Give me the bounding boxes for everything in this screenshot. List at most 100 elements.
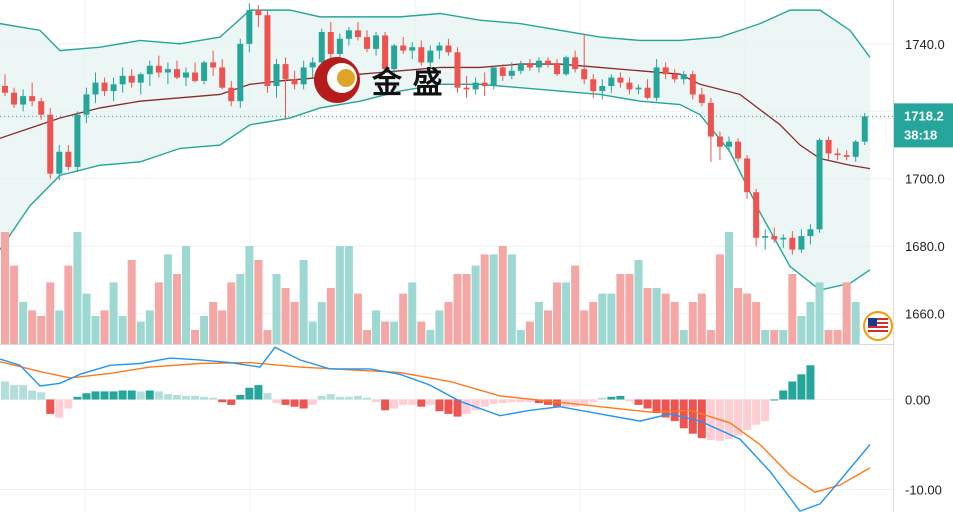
macd-histogram-bar (643, 399, 652, 409)
volume-bar (534, 302, 543, 344)
candle-body (282, 64, 289, 80)
macd-histogram-bar (344, 396, 353, 400)
flag-stripe-4 (868, 330, 888, 332)
volume-bar (82, 293, 91, 344)
macd-histogram-bar (299, 399, 308, 409)
macd-histogram-bar (46, 399, 55, 414)
macd-histogram-bar (55, 399, 64, 418)
candle-body (780, 237, 787, 240)
volume-bar (833, 330, 842, 344)
macd-histogram-bar (607, 396, 616, 400)
macd-tick-label: 0.00 (905, 393, 930, 408)
candle-body (427, 50, 434, 63)
volume-bar (743, 293, 752, 344)
volume-bar (553, 282, 562, 344)
volume-bar (544, 310, 552, 344)
candle-body (617, 77, 624, 83)
candle-body (626, 82, 633, 90)
macd-histogram-bar (761, 399, 770, 422)
volume-bar (562, 282, 571, 344)
candle-body (228, 87, 235, 102)
volume-bar (480, 254, 489, 344)
volume-bar (28, 310, 37, 344)
flag-ring (863, 311, 893, 341)
volume-bar (236, 274, 245, 344)
candle-body (843, 155, 850, 157)
macd-histogram-bar (507, 399, 516, 403)
candle-body (183, 72, 189, 78)
volume-bar (788, 274, 797, 344)
price-tick-label: 1700.0 (905, 172, 945, 187)
macd-histogram-bar (372, 399, 381, 403)
volume-bar (679, 330, 688, 344)
macd-histogram-bar (109, 391, 118, 400)
volume-bar (227, 282, 236, 344)
macd-histogram-bar (163, 394, 172, 400)
macd-histogram-bar (444, 399, 453, 414)
macd-axis[interactable]: 0.00 -10.00 (905, 393, 942, 498)
macd-histogram-bar (571, 399, 580, 407)
candle-body (653, 67, 660, 98)
candle-body (735, 141, 742, 159)
macd-histogram-bar (679, 399, 688, 429)
volume-bar (842, 282, 851, 344)
volume-bar (91, 316, 100, 344)
candle-body (499, 67, 506, 76)
volume-bar (272, 274, 281, 344)
candle-body (192, 72, 199, 81)
macd-histogram-bar (326, 394, 335, 400)
volume-bar (417, 321, 426, 344)
candle-body (563, 57, 570, 75)
macd-histogram-bar (381, 399, 390, 411)
macd-histogram-bar (290, 399, 299, 407)
volume-bar (616, 274, 625, 344)
volume-bar (154, 282, 163, 344)
bollinger-fill (0, 10, 870, 291)
volume-bar (172, 274, 181, 344)
macd-histogram-bar (616, 395, 625, 400)
volume-bar (64, 265, 73, 344)
candle-body (418, 47, 425, 63)
candle-body (590, 79, 597, 92)
volume-bar (507, 254, 516, 344)
volume-bar (381, 321, 390, 344)
candle-body (83, 94, 90, 115)
macd-histogram-bar (254, 385, 263, 400)
volume-bar (489, 254, 498, 344)
macd-histogram-bar (453, 399, 462, 417)
macd-histogram-bar (725, 399, 733, 440)
candle-body (246, 10, 253, 44)
volume-bar (706, 330, 715, 344)
candle-body (463, 87, 470, 90)
macd-histogram-bar (145, 390, 154, 400)
volume-bar (471, 265, 480, 344)
candle-body (309, 62, 316, 68)
candle-body (789, 237, 796, 250)
volume-bar (182, 246, 190, 344)
candle-body (56, 151, 63, 174)
candle-body (526, 64, 533, 68)
volume-bar (806, 302, 815, 344)
macd-histogram-bar (408, 399, 417, 405)
volume-bar (643, 288, 652, 344)
volume-bar (634, 260, 643, 344)
volume-bar (661, 293, 670, 344)
candle-body (490, 67, 497, 86)
macd-histogram-bar (218, 399, 227, 403)
volume-bar (815, 282, 824, 344)
candle-body (644, 87, 651, 98)
macd-histogram-bar (752, 399, 761, 425)
volume-bar (263, 330, 272, 344)
volume-bar (1, 232, 9, 344)
macd-histogram-bar (426, 399, 435, 405)
macd-histogram-bar (236, 395, 245, 400)
candle-body (29, 96, 36, 102)
candle-body (2, 86, 8, 93)
macd-histogram-bar (589, 399, 598, 403)
us-flag-icon[interactable] (863, 311, 893, 341)
macd-histogram-bar (82, 393, 91, 400)
candle-body (517, 64, 524, 71)
volume-bar (163, 254, 172, 344)
volume-bar (734, 288, 743, 344)
